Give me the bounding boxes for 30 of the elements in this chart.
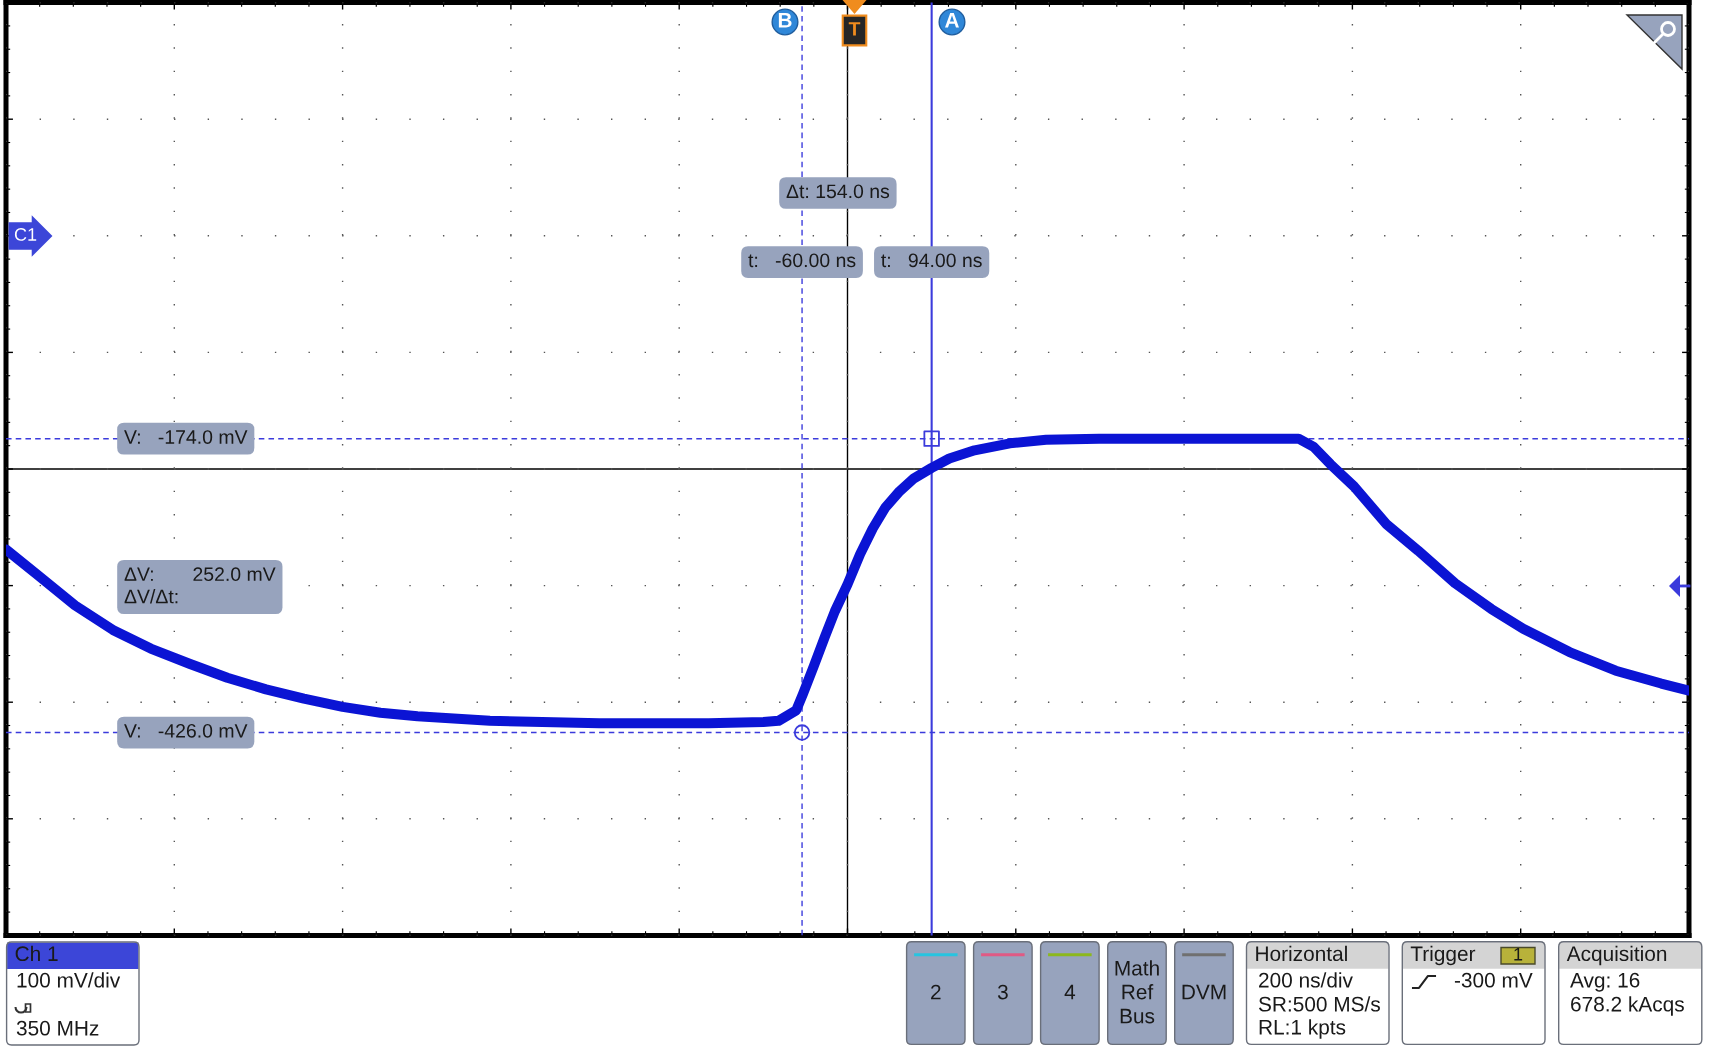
text: 350 MHz (16, 1020, 99, 1036)
text: 4 (1064, 984, 1076, 1000)
y-tick-label: V: -426.0 mV (124, 723, 248, 738)
annotation: ΔV: 252.0 mV ΔV/Δt: (124, 567, 276, 604)
text: SR:500 MS/s (1258, 996, 1380, 1012)
annotation: T (848, 22, 861, 36)
text: Ref (1122, 984, 1154, 1000)
text: Ch 1 (15, 945, 58, 962)
annotation: B (778, 13, 792, 28)
y-tick-label: V: -174.0 mV (124, 430, 248, 444)
text: Avg: 16 (1570, 972, 1640, 992)
text: Bus (1120, 1008, 1155, 1024)
text: Math (1115, 960, 1159, 976)
x-tick-label: t: 94.00 ns (881, 253, 982, 268)
text: 100 mV/div (17, 972, 121, 988)
text: RL:1 kpts (1259, 1019, 1346, 1039)
text: Horizontal (1256, 945, 1347, 962)
text: Acquisition (1566, 945, 1667, 966)
text: 678.2 kAcqs (1571, 996, 1684, 1016)
annotation: Δt: 154.0 ns (786, 184, 890, 199)
text: 3 (997, 984, 1008, 1000)
text: 1 (1514, 948, 1523, 961)
x-tick-label: t: -60.00 ns (748, 253, 856, 268)
text: 2 (931, 984, 941, 1000)
annotation: A (944, 13, 959, 28)
text: Trigger (1410, 945, 1476, 966)
annotation: C1 (14, 228, 37, 241)
text: 200 ns/div (1259, 972, 1353, 988)
text: DVM (1182, 984, 1226, 1000)
text: -300 mV (1454, 972, 1533, 988)
